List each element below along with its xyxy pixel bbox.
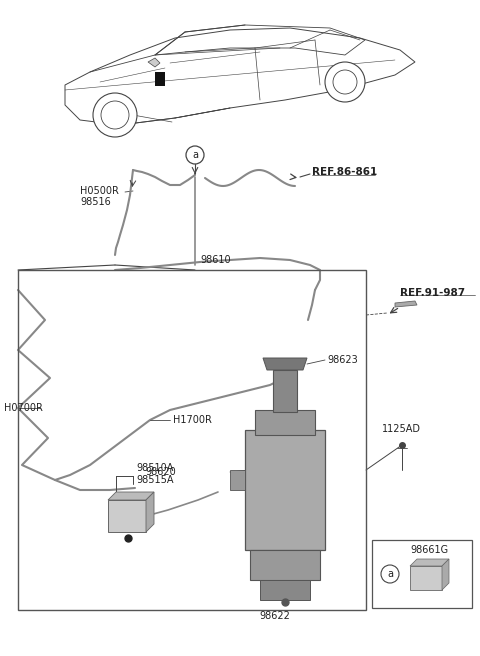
- Text: REF.86-861: REF.86-861: [312, 167, 377, 177]
- Bar: [18, 270, 366, 610]
- Text: 98661G: 98661G: [410, 545, 448, 555]
- Circle shape: [93, 93, 137, 137]
- Text: H0700R: H0700R: [4, 403, 43, 413]
- Text: 98610: 98610: [200, 255, 230, 265]
- Bar: [155, 72, 165, 86]
- Text: a: a: [192, 150, 198, 160]
- Text: 98515A: 98515A: [136, 475, 173, 485]
- Bar: [245, 430, 325, 550]
- Text: 98623: 98623: [327, 355, 358, 365]
- Polygon shape: [442, 559, 449, 590]
- Circle shape: [325, 62, 365, 102]
- Text: 98516: 98516: [80, 197, 111, 207]
- Bar: [260, 580, 310, 600]
- Polygon shape: [148, 58, 160, 67]
- Text: 98510A: 98510A: [136, 463, 173, 473]
- Polygon shape: [263, 358, 307, 370]
- Text: H1700R: H1700R: [173, 415, 212, 425]
- Bar: [410, 566, 442, 590]
- Polygon shape: [410, 559, 449, 566]
- Bar: [372, 540, 472, 608]
- Bar: [250, 550, 320, 580]
- Text: REF.91-987: REF.91-987: [400, 288, 465, 298]
- Text: H0500R: H0500R: [80, 186, 119, 196]
- Text: a: a: [387, 569, 393, 579]
- Polygon shape: [395, 301, 417, 307]
- Text: 98622: 98622: [260, 611, 290, 621]
- Text: 1125AD: 1125AD: [382, 424, 421, 434]
- Bar: [273, 370, 297, 412]
- Text: 98620: 98620: [145, 467, 176, 477]
- Polygon shape: [108, 492, 154, 500]
- Bar: [108, 500, 146, 532]
- Bar: [255, 410, 315, 435]
- Bar: [230, 470, 245, 490]
- Polygon shape: [146, 492, 154, 532]
